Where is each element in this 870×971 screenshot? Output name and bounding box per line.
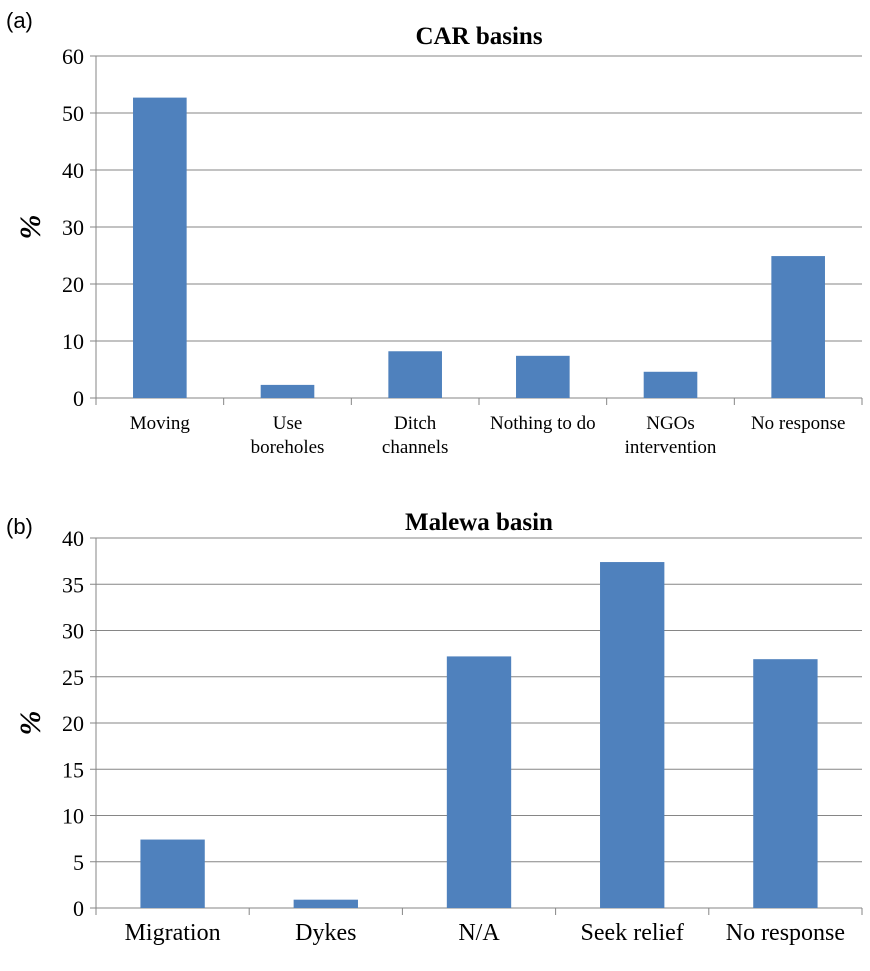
y-tick-label-a: 10: [62, 329, 84, 354]
y-tick-label-b: 40: [62, 526, 84, 551]
y-tick-label-b: 35: [62, 572, 84, 597]
bar-a-3: [388, 351, 442, 398]
bar-b-2: [293, 899, 358, 908]
chart-panel-b: (b) Malewa basin% 0 5 10 15 20 25 30 35 40 Migratio…: [6, 509, 863, 946]
x-category-line: No response: [751, 413, 845, 434]
panel-label-a: (a): [6, 8, 33, 33]
x-category-label-b: Seek relief: [581, 920, 684, 946]
y-tick-label-b: 0: [73, 896, 84, 921]
x-category-line: channels: [382, 437, 448, 458]
x-category-line: Migration: [125, 920, 221, 946]
x-category-label-a: No response: [751, 413, 845, 434]
y-tick-label-b: 5: [73, 850, 84, 875]
y-tick-label-a: 20: [62, 272, 84, 297]
x-category-label-b: Migration: [125, 920, 221, 946]
x-category-line: Nothing to do: [490, 413, 596, 434]
x-category-line: Seek relief: [581, 920, 684, 946]
x-category-label-a: Moving: [130, 413, 191, 434]
y-tick-label-b: 30: [62, 619, 84, 644]
y-tick-label-b: 20: [62, 711, 84, 736]
bar-a-4: [516, 355, 570, 398]
bar-a-1: [133, 97, 187, 399]
x-category-line: Moving: [130, 413, 191, 434]
bar-a-5: [643, 371, 698, 398]
y-axis-label-a: %: [14, 215, 47, 240]
x-category-line: N/A: [458, 920, 500, 946]
y-tick-label-b: 10: [62, 804, 84, 829]
chart-title-b: Malewa basin: [405, 509, 553, 536]
x-category-line: NGOs: [646, 413, 695, 434]
y-tick-label-b: 15: [62, 757, 84, 782]
x-category-label-a: Use boreholes: [251, 413, 325, 458]
bar-a-2: [260, 384, 315, 398]
bar-b-4: [600, 562, 665, 908]
x-category-label-b: Dykes: [295, 920, 356, 946]
x-category-label-a: Nothing to do: [490, 413, 596, 434]
y-tick-label-a: 50: [62, 101, 84, 126]
x-category-line: boreholes: [251, 437, 325, 458]
panel-label-b: (b): [6, 514, 33, 539]
x-category-label-b: N/A: [458, 920, 500, 946]
x-category-line: No response: [726, 920, 845, 946]
x-category-line: Use: [273, 413, 303, 434]
x-category-label-b: No response: [726, 920, 845, 946]
bar-b-5: [753, 659, 818, 908]
y-tick-label-a: 40: [62, 158, 84, 183]
x-category-label-a: Ditch channels: [382, 413, 448, 458]
chart-panel-a: (a) CAR basins% 0 10 20 30 40 50 60 Moving Use bore…: [6, 8, 863, 458]
chart-title-a: CAR basins: [415, 23, 542, 50]
bar-b-1: [140, 839, 205, 908]
x-category-line: Dykes: [295, 920, 356, 946]
x-category-line: intervention: [625, 437, 717, 458]
y-tick-label-a: 60: [62, 44, 84, 69]
bar-b-3: [446, 656, 512, 908]
x-category-line: Ditch: [394, 413, 437, 434]
y-axis-label-b: %: [14, 711, 47, 736]
bar-a-6: [771, 256, 825, 398]
x-category-label-a: NGOs intervention: [625, 413, 717, 458]
y-tick-label-a: 30: [62, 215, 84, 240]
y-tick-label-a: 0: [73, 386, 84, 411]
y-tick-label-b: 25: [62, 665, 84, 690]
